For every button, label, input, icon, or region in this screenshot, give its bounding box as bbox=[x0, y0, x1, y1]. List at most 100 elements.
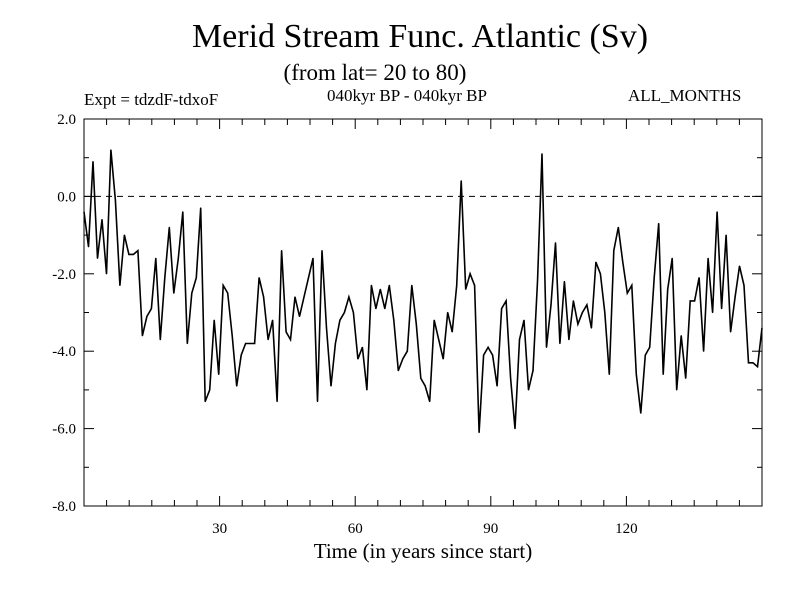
data-point bbox=[249, 342, 251, 345]
data-point bbox=[258, 277, 260, 279]
data-point bbox=[209, 389, 211, 391]
data-point bbox=[83, 211, 85, 213]
y-tick-label: -2.0 bbox=[52, 267, 76, 283]
data-point bbox=[343, 311, 345, 314]
data-point bbox=[424, 385, 426, 387]
data-point bbox=[505, 300, 507, 302]
data-point bbox=[191, 292, 193, 294]
data-point bbox=[312, 257, 314, 259]
data-point bbox=[132, 253, 134, 255]
data-point bbox=[752, 362, 754, 364]
data-point bbox=[303, 296, 305, 298]
data-point bbox=[631, 284, 633, 286]
data-point bbox=[406, 350, 408, 352]
data-point bbox=[429, 400, 431, 403]
data-point bbox=[554, 242, 557, 244]
data-point bbox=[608, 373, 610, 375]
data-point bbox=[496, 385, 498, 387]
data-point bbox=[456, 284, 458, 286]
data-point bbox=[195, 277, 197, 279]
data-point bbox=[532, 370, 534, 372]
data-point bbox=[716, 211, 718, 213]
data-point bbox=[622, 261, 624, 263]
y-tick-label: 0.0 bbox=[57, 189, 76, 205]
data-point bbox=[370, 284, 372, 286]
data-point bbox=[649, 346, 651, 348]
data-point bbox=[245, 342, 247, 345]
data-point bbox=[604, 311, 606, 314]
data-point bbox=[128, 253, 130, 255]
data-point bbox=[478, 431, 480, 434]
data-point bbox=[644, 354, 646, 356]
data-point bbox=[438, 339, 440, 341]
data-point bbox=[119, 284, 121, 286]
data-point bbox=[725, 234, 727, 236]
data-point bbox=[263, 296, 265, 298]
data-point bbox=[734, 296, 736, 298]
data-point bbox=[348, 296, 350, 298]
y-tick-label: -6.0 bbox=[52, 422, 76, 438]
data-point bbox=[375, 308, 377, 310]
data-point bbox=[379, 288, 381, 290]
data-point bbox=[155, 257, 157, 259]
data-points bbox=[83, 149, 763, 434]
data-point bbox=[316, 400, 319, 403]
data-point bbox=[182, 211, 184, 213]
data-point bbox=[613, 250, 615, 252]
data-point bbox=[87, 246, 90, 248]
data-point bbox=[101, 219, 103, 221]
data-point bbox=[730, 331, 732, 333]
data-point bbox=[397, 370, 399, 372]
data-point bbox=[460, 180, 462, 182]
data-point bbox=[577, 323, 579, 325]
data-point bbox=[685, 377, 687, 379]
data-point bbox=[451, 331, 453, 333]
data-point bbox=[105, 273, 108, 275]
data-point bbox=[698, 277, 700, 279]
data-point bbox=[110, 149, 112, 151]
data-point bbox=[415, 323, 417, 325]
data-point bbox=[289, 339, 292, 341]
data-point bbox=[222, 284, 224, 286]
x-axis-label: Time (in years since start) bbox=[314, 539, 533, 563]
data-point bbox=[177, 257, 179, 259]
data-point bbox=[321, 250, 323, 252]
series-line bbox=[83, 149, 763, 433]
data-point bbox=[325, 327, 328, 329]
data-point bbox=[541, 153, 543, 155]
data-point bbox=[536, 280, 539, 283]
data-point bbox=[272, 319, 274, 321]
data-point bbox=[707, 257, 709, 259]
data-point bbox=[483, 354, 485, 356]
data-point bbox=[586, 304, 588, 306]
experiment-label: Expt = tdzdF-tdxoF bbox=[84, 90, 219, 109]
data-point bbox=[595, 261, 597, 263]
data-point bbox=[276, 400, 278, 403]
data-point bbox=[514, 428, 516, 430]
data-point bbox=[523, 319, 525, 321]
data-point bbox=[433, 319, 435, 321]
data-point bbox=[352, 311, 354, 314]
data-point bbox=[518, 339, 521, 341]
data-point bbox=[231, 335, 233, 337]
y-tick-label: -4.0 bbox=[52, 344, 76, 360]
data-point bbox=[581, 311, 584, 314]
data-point bbox=[568, 339, 570, 341]
data-point bbox=[402, 358, 404, 360]
x-tick-label: 60 bbox=[348, 521, 363, 537]
data-point bbox=[281, 250, 283, 252]
data-point bbox=[671, 257, 673, 259]
y-axis: 2.0 0.0 -2.0 -4.0 -6.0 -8.0 bbox=[52, 112, 762, 515]
data-point bbox=[590, 327, 593, 329]
data-point bbox=[307, 277, 310, 279]
data-point bbox=[393, 319, 395, 321]
data-point bbox=[626, 292, 628, 294]
data-point bbox=[617, 226, 619, 228]
data-point bbox=[218, 373, 220, 375]
data-point bbox=[761, 327, 763, 329]
data-point bbox=[298, 315, 301, 317]
data-point bbox=[689, 300, 691, 302]
data-point bbox=[361, 346, 363, 348]
data-point bbox=[474, 284, 476, 286]
data-point bbox=[527, 389, 530, 391]
